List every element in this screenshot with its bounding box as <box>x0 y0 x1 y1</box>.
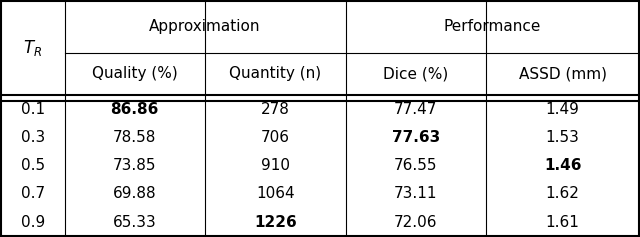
Text: 76.55: 76.55 <box>394 158 438 173</box>
Text: ASSD (mm): ASSD (mm) <box>518 66 607 81</box>
Text: 72.06: 72.06 <box>394 215 438 230</box>
Text: 65.33: 65.33 <box>113 215 157 230</box>
Text: $T_R$: $T_R$ <box>23 38 42 58</box>
Text: 278: 278 <box>261 102 290 117</box>
Text: Performance: Performance <box>444 19 541 34</box>
Text: 1.62: 1.62 <box>546 186 580 201</box>
Text: 1.53: 1.53 <box>546 130 580 145</box>
Text: 1.61: 1.61 <box>546 215 580 230</box>
Text: 77.47: 77.47 <box>394 102 438 117</box>
Text: 69.88: 69.88 <box>113 186 157 201</box>
Text: 73.85: 73.85 <box>113 158 157 173</box>
Text: 1.49: 1.49 <box>546 102 580 117</box>
Text: 0.9: 0.9 <box>20 215 45 230</box>
Text: 86.86: 86.86 <box>111 102 159 117</box>
Text: Approximation: Approximation <box>149 19 261 34</box>
Text: 1226: 1226 <box>254 215 297 230</box>
Text: 706: 706 <box>260 130 290 145</box>
Text: Quality (%): Quality (%) <box>92 66 178 81</box>
Text: 1.46: 1.46 <box>544 158 581 173</box>
Text: 0.3: 0.3 <box>20 130 45 145</box>
Text: 1064: 1064 <box>256 186 294 201</box>
Text: 78.58: 78.58 <box>113 130 157 145</box>
Text: 73.11: 73.11 <box>394 186 438 201</box>
Text: Quantity (n): Quantity (n) <box>229 66 321 81</box>
Text: 0.5: 0.5 <box>20 158 45 173</box>
Text: 77.63: 77.63 <box>392 130 440 145</box>
Text: 910: 910 <box>260 158 290 173</box>
Text: 0.7: 0.7 <box>20 186 45 201</box>
Text: Dice (%): Dice (%) <box>383 66 449 81</box>
Text: 0.1: 0.1 <box>20 102 45 117</box>
